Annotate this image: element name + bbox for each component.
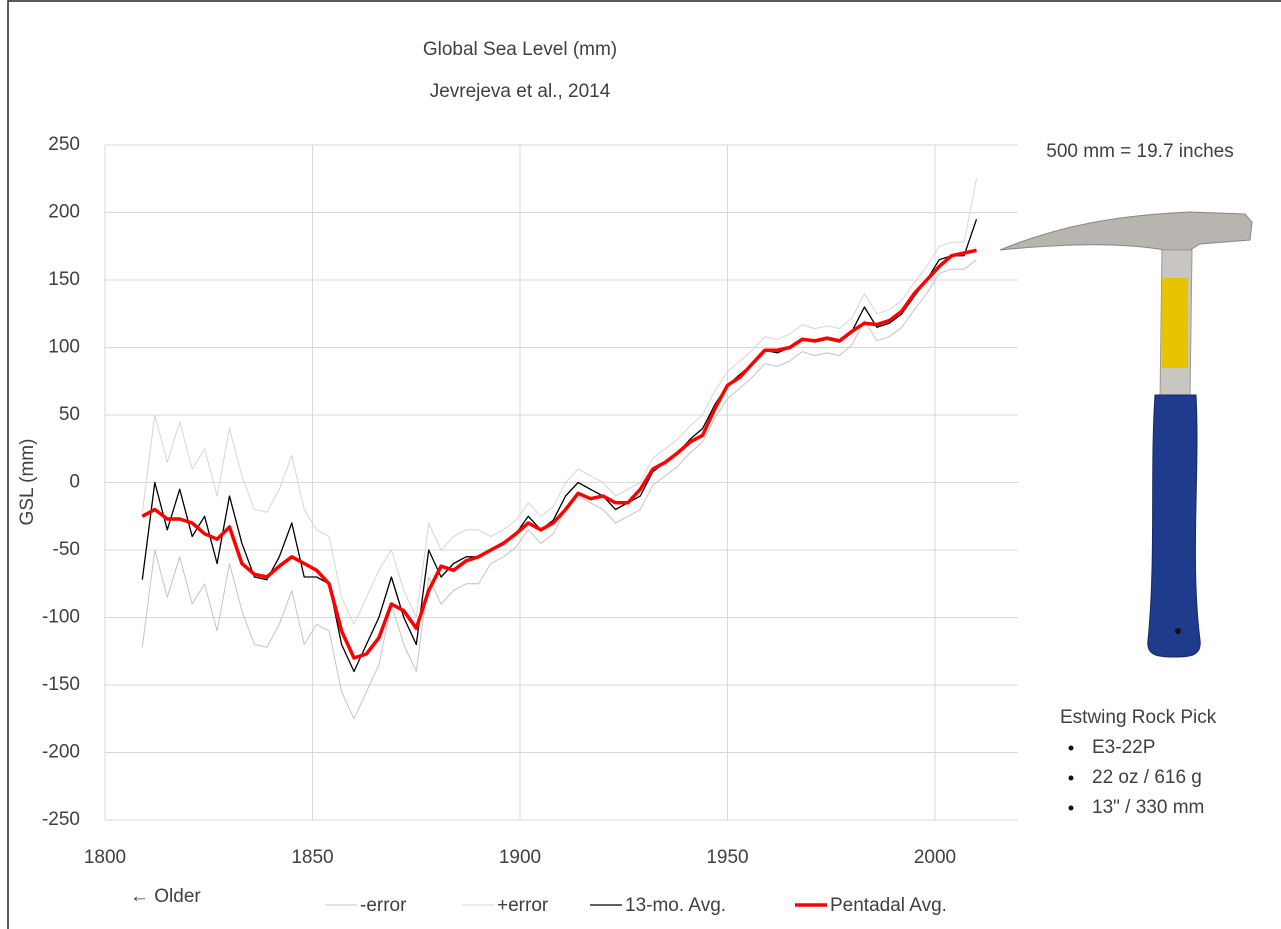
chart-title: Global Sea Level (mm) [423, 39, 617, 60]
x-tick-label: 1900 [499, 847, 541, 868]
panel-list: E3-22P 22 oz / 616 g 13" / 330 mm [1068, 737, 1204, 818]
legend-label: Pentadal Avg. [830, 895, 947, 916]
y-tick-label: -150 [42, 674, 80, 695]
hammer-hole [1175, 628, 1181, 634]
y-tick-label: 150 [48, 269, 80, 290]
legend-label: -error [360, 895, 407, 916]
hammer-picture [999, 211, 1253, 658]
y-tick-label: 50 [59, 404, 80, 425]
hammer-head [999, 211, 1253, 251]
y-tick-label: -250 [42, 809, 80, 830]
list-item: 22 oz / 616 g [1092, 767, 1202, 788]
bullet [1068, 745, 1074, 751]
series-line [141, 248, 977, 660]
y-tick-label: 100 [48, 337, 80, 358]
x-tick-label: 1850 [291, 847, 333, 868]
bullet [1068, 775, 1074, 781]
y-axis-label: GSL (mm) [17, 439, 38, 526]
x-tick-label: 1950 [706, 847, 748, 868]
frame [7, 0, 1281, 929]
list-item: E3-22P [1092, 737, 1155, 758]
legend-label: +error [497, 895, 549, 916]
y-tick-label: -100 [42, 607, 80, 628]
panel-title: Estwing Rock Pick [1060, 707, 1217, 728]
y-tick-label: 250 [48, 134, 80, 155]
y-tick-label: 0 [69, 472, 80, 493]
y-tick-label: -200 [42, 742, 80, 763]
series-line [141, 178, 977, 625]
series-line [141, 259, 977, 720]
legend-label: 13-mo. Avg. [625, 895, 726, 916]
hammer-grip [1147, 394, 1201, 658]
chart-subtitle: Jevrejeva et al., 2014 [430, 81, 611, 102]
annotation: ← Older [130, 886, 201, 907]
bullet [1068, 805, 1074, 811]
x-tick-label: 1800 [84, 847, 126, 868]
scale-note: 500 mm = 19.7 inches [1046, 141, 1233, 162]
x-tick-label: 2000 [914, 847, 956, 868]
y-tick-label: 200 [48, 202, 80, 223]
list-item: 13" / 330 mm [1092, 797, 1204, 818]
y-tick-label: -50 [53, 539, 80, 560]
hammer-label [1162, 278, 1188, 368]
